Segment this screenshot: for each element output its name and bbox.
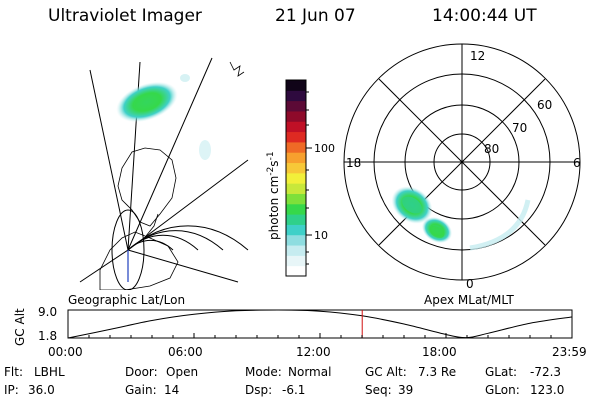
- geographic-map: [79, 57, 249, 290]
- time-label: 14:00:44 UT: [432, 6, 537, 26]
- lat-label-60: 60: [537, 98, 552, 112]
- color-bar-segment: [286, 100, 306, 112]
- left-panel-caption: Geographic Lat/Lon: [68, 293, 185, 307]
- color-bar-tick-100: 100: [314, 142, 335, 155]
- altitude-y-max: 9.0: [38, 305, 57, 319]
- color-bar-segment: [286, 183, 306, 194]
- svg-text:GLat:-72.3: GLat: -72.3: [485, 365, 561, 379]
- x-tick-label-0600: 06:00: [168, 345, 203, 359]
- mlt-label-18: 18: [346, 156, 361, 170]
- date-label: 21 Jun 07: [275, 6, 356, 26]
- glat-value: -72.3: [530, 365, 561, 379]
- x-tick-label-0000: 00:00: [48, 345, 83, 359]
- flt-value: LBHL: [34, 365, 65, 379]
- color-bar-segment: [286, 245, 306, 256]
- color-bar-segment: [286, 121, 306, 133]
- color-bar-segment: [286, 172, 306, 184]
- flt-key: Flt:: [4, 365, 23, 379]
- svg-text:GLon:123.0: GLon: 123.0: [485, 383, 564, 397]
- color-bar-segment: [286, 255, 306, 267]
- ip-key: IP:: [4, 383, 19, 397]
- color-bar: [286, 80, 306, 277]
- color-bar-segment: [286, 80, 306, 91]
- color-bar-label: photon cm-2s-1: [266, 151, 281, 240]
- color-bar-segment: [286, 203, 306, 215]
- glat-key: GLat:: [485, 365, 517, 379]
- seq-value: 39: [398, 383, 413, 397]
- svg-text:Seq:39: Seq: 39: [365, 383, 413, 397]
- ip-value: 36.0: [28, 383, 55, 397]
- gain-key: Gain:: [125, 383, 157, 397]
- svg-text:GC Alt:7.3 Re: GC Alt: 7.3 Re: [365, 365, 456, 379]
- right-panel-caption: Apex MLat/MLT: [424, 293, 514, 307]
- color-bar-segment: [286, 110, 306, 122]
- color-bar-segment: [286, 214, 306, 225]
- color-bar-segment: [286, 224, 306, 236]
- altitude-x-ticks: [67, 333, 573, 338]
- mode-value: Normal: [288, 365, 331, 379]
- color-bar-segment: [286, 193, 306, 205]
- glon-key: GLon:: [485, 383, 520, 397]
- color-bar-segment: [286, 152, 306, 164]
- lat-label-80: 80: [484, 142, 499, 156]
- mlt-label-12: 12: [470, 49, 485, 63]
- altitude-series-line: [67, 309, 572, 339]
- footer-row-2: IP: 36.0 Gain: 14 Dsp: -6.1 Seq: 39 GLon: 123…: [4, 383, 564, 397]
- color-bar-ticks: [306, 91, 312, 265]
- altitude-axis-label: GC Alt: [13, 308, 27, 346]
- color-bar-frame: [285, 79, 307, 277]
- color-bar-segment: [286, 162, 306, 174]
- x-tick-label-2359: 23:59: [552, 345, 587, 359]
- mlt-label-0: 0: [466, 277, 474, 291]
- svg-text:IP:36.0: IP: 36.0: [4, 383, 55, 397]
- svg-text:Gain:14: Gain: 14: [125, 383, 179, 397]
- mode-key: Mode:: [245, 365, 282, 379]
- instrument-title: Ultraviolet Imager: [48, 6, 202, 26]
- door-value: Open: [166, 365, 198, 379]
- svg-text:Flt:LBHL: Flt: LBHL: [4, 365, 65, 379]
- altitude-y-min: 1.8: [38, 329, 57, 343]
- mlt-label-6: 6: [573, 156, 581, 170]
- svg-text:Dsp:-6.1: Dsp: -6.1: [245, 383, 305, 397]
- svg-text:Door:Open: Door: Open: [125, 365, 198, 379]
- x-tick-label-1200: 12:00: [296, 345, 331, 359]
- color-bar-segment: [286, 234, 306, 246]
- dsp-key: Dsp:: [245, 383, 272, 397]
- footer-row-1: Flt: LBHL Door: Open Mode: Normal GC Alt: 7.…: [4, 365, 561, 379]
- svg-text:Mode:Normal: Mode: Normal: [245, 365, 331, 379]
- door-key: Door:: [125, 365, 158, 379]
- glon-value: 123.0: [530, 383, 564, 397]
- seq-key: Seq:: [365, 383, 392, 397]
- color-bar-segment: [286, 131, 306, 143]
- x-tick-label-1800: 18:00: [422, 345, 457, 359]
- gcalt-value: 7.3 Re: [418, 365, 456, 379]
- color-bar-segment: [286, 141, 306, 153]
- dsp-value: -6.1: [282, 383, 305, 397]
- gain-value: 14: [164, 383, 179, 397]
- color-bar-segment: [286, 90, 306, 102]
- gcalt-key: GC Alt:: [365, 365, 407, 379]
- lat-label-70: 70: [512, 121, 527, 135]
- color-bar-tick-10: 10: [314, 229, 328, 242]
- color-bar-segment: [286, 265, 306, 277]
- polar-plot: [343, 43, 581, 281]
